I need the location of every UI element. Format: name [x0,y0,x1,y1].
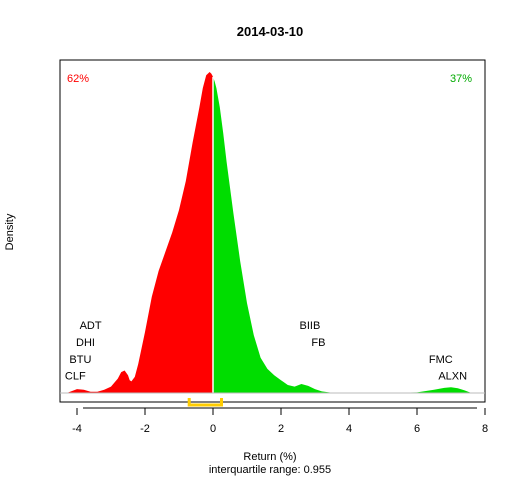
negative-density-area [66,72,213,393]
x-tick-label: 8 [482,423,488,435]
positive-density-area [213,76,472,394]
ticker-label-fb: FB [311,337,325,349]
iqr-caption: interquartile range: 0.955 [209,464,331,476]
x-axis-label: Return (%) [243,451,296,463]
x-tick-label: 4 [346,423,352,435]
ticker-label-btu: BTU [69,354,91,366]
x-tick-label: -4 [72,423,82,435]
ticker-label-biib: BIIB [300,320,321,332]
ticker-label-dhi: DHI [76,337,95,349]
x-axis-ticks: -4 -2 0 2 4 6 8 [72,408,488,435]
ticker-label-fmc: FMC [429,354,453,366]
x-tick-label: -2 [140,423,150,435]
ticker-label-clf: CLF [65,371,86,383]
ticker-label-alxn: ALXN [438,371,467,383]
iqr-bracket [187,398,223,407]
negative-share-label: 62% [67,73,89,85]
plot-area: ADT DHI BTU CLF BIIB FB FMC ALXN [59,59,486,407]
y-axis-label: Density [4,213,16,250]
x-tick-label: 6 [414,423,420,435]
ticker-label-adt: ADT [80,320,102,332]
x-tick-label: 0 [210,423,216,435]
positive-share-label: 37% [450,73,472,85]
x-tick-label: 2 [278,423,284,435]
chart-title: 2014-03-10 [237,24,304,39]
plot-frame [59,59,486,403]
